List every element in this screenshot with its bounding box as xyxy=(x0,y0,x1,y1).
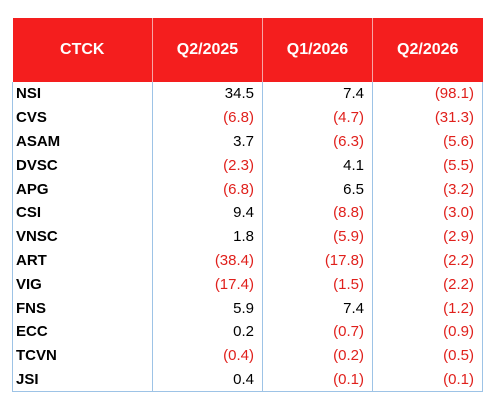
table-row: JSI 0.4 (0.1) (0.1) xyxy=(12,367,483,393)
table-row: ECC 0.2 (0.7) (0.9) xyxy=(12,319,483,344)
value-cell: 3.7 xyxy=(152,129,263,154)
value-cell: (2.2) xyxy=(372,248,483,273)
table-row: FNS 5.9 7.4 (1.2) xyxy=(12,296,483,320)
value-cell: (6.8) xyxy=(152,177,263,201)
ticker-cell: FNS xyxy=(12,296,153,320)
value-cell: (5.5) xyxy=(372,153,483,178)
table-row: DVSC (2.3) 4.1 (5.5) xyxy=(12,153,483,178)
ticker-cell: APG xyxy=(12,177,153,201)
ticker-cell: VIG xyxy=(12,272,153,297)
data-table: CTCK Q2/2025 Q1/2026 Q2/2026 NSI 34.5 7.4(… xyxy=(12,18,483,393)
value-cell: (5.6) xyxy=(372,129,483,154)
header-cell: Q2/2026 xyxy=(372,18,483,82)
table-row: ASAM 3.7 (6.3) (5.6) xyxy=(12,129,483,154)
value-cell: 1.8 xyxy=(152,224,263,249)
ticker-cell: CVS xyxy=(12,105,153,130)
value-cell: (0.2) xyxy=(262,343,373,368)
header-cell: Q2/2025 xyxy=(152,18,263,82)
value-cell: (17.4) xyxy=(152,272,263,297)
value-cell: (2.9) xyxy=(372,224,483,249)
value-cell: 7.4 xyxy=(262,82,373,106)
table-row: CVS (6.8) (4.7) (31.3) xyxy=(12,105,483,130)
table-row: VIG (17.4) (1.5) (2.2) xyxy=(12,272,483,297)
value-cell: 7.4 xyxy=(262,296,373,320)
value-cell: (0.4) xyxy=(152,343,263,368)
header-cell: CTCK xyxy=(12,18,153,82)
ticker-cell: ECC xyxy=(12,319,153,344)
value-cell: (17.8) xyxy=(262,248,373,273)
value-cell: (5.9) xyxy=(262,224,373,249)
table-row: NSI 34.5 7.4 (98.1) xyxy=(12,82,483,106)
value-cell: (8.8) xyxy=(262,200,373,225)
ticker-cell: JSI xyxy=(12,367,153,393)
table-row: APG (6.8) 6.5 (3.2) xyxy=(12,177,483,201)
value-cell: (1.2) xyxy=(372,296,483,320)
ticker-cell: DVSC xyxy=(12,153,153,178)
value-cell: 9.4 xyxy=(152,200,263,225)
value-cell: 4.1 xyxy=(262,153,373,178)
table-row: CSI 9.4 (8.8) (3.0) xyxy=(12,200,483,225)
value-cell: (6.3) xyxy=(262,129,373,154)
value-cell: (3.0) xyxy=(372,200,483,225)
ticker-cell: TCVN xyxy=(12,343,153,368)
ticker-cell: NSI xyxy=(12,82,153,106)
header-row: CTCK Q2/2025 Q1/2026 Q2/2026 xyxy=(12,18,483,82)
value-cell: (0.1) xyxy=(262,367,373,393)
table-row: VNSC 1.8 (5.9) (2.9) xyxy=(12,224,483,249)
value-cell: (6.8) xyxy=(152,105,263,130)
ticker-cell: CSI xyxy=(12,200,153,225)
table-body: NSI 34.5 7.4 (98.1) CVS (6.8) (4.7) (31.3) ASAM 3… xyxy=(12,82,483,393)
header-cell: Q1/2026 xyxy=(262,18,373,82)
ticker-cell: VNSC xyxy=(12,224,153,249)
value-cell: (0.9) xyxy=(372,319,483,344)
value-cell: (3.2) xyxy=(372,177,483,201)
value-cell: (2.2) xyxy=(372,272,483,297)
value-cell: (31.3) xyxy=(372,105,483,130)
value-cell: (2.3) xyxy=(152,153,263,178)
table-header: CTCK Q2/2025 Q1/2026 Q2/2026 xyxy=(12,18,483,82)
table-row: TCVN (0.4) (0.2) (0.5) xyxy=(12,343,483,368)
value-cell: (0.7) xyxy=(262,319,373,344)
table-row: ART (38.4) (17.8) (2.2) xyxy=(12,248,483,273)
ticker-cell: ASAM xyxy=(12,129,153,154)
value-cell: (0.5) xyxy=(372,343,483,368)
value-cell: (0.1) xyxy=(372,367,483,393)
ticker-cell: ART xyxy=(12,248,153,273)
value-cell: 34.5 xyxy=(152,82,263,106)
value-cell: 0.2 xyxy=(152,319,263,344)
value-cell: 6.5 xyxy=(262,177,373,201)
value-cell: (4.7) xyxy=(262,105,373,130)
value-cell: 5.9 xyxy=(152,296,263,320)
value-cell: (1.5) xyxy=(262,272,373,297)
value-cell: (98.1) xyxy=(372,82,483,106)
value-cell: (38.4) xyxy=(152,248,263,273)
value-cell: 0.4 xyxy=(152,367,263,393)
